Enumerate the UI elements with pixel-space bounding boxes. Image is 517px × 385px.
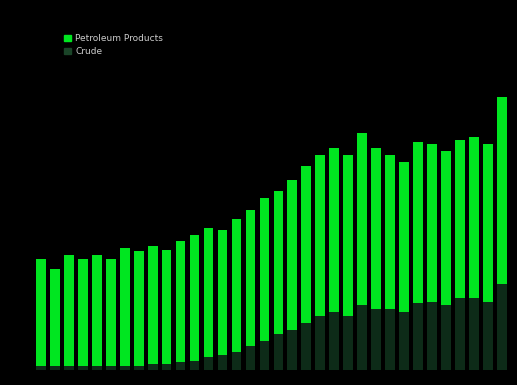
Bar xyxy=(162,364,172,370)
Bar xyxy=(455,298,465,370)
Bar xyxy=(246,210,255,346)
Bar xyxy=(329,312,339,370)
Bar xyxy=(204,228,214,357)
Bar xyxy=(148,364,158,370)
Bar xyxy=(218,230,227,355)
Bar xyxy=(106,259,116,366)
Bar xyxy=(483,144,493,301)
Bar xyxy=(232,352,241,370)
Bar xyxy=(260,198,269,341)
Bar xyxy=(385,155,395,309)
Bar xyxy=(134,366,144,370)
Bar xyxy=(232,219,241,352)
Bar xyxy=(469,137,479,298)
Bar xyxy=(301,323,311,370)
Bar xyxy=(427,144,437,301)
Bar xyxy=(329,147,339,312)
Bar xyxy=(36,366,45,370)
Bar xyxy=(78,259,87,366)
Bar xyxy=(483,301,493,370)
Bar xyxy=(357,305,367,370)
Bar xyxy=(273,334,283,370)
Bar xyxy=(427,301,437,370)
Bar xyxy=(441,151,451,305)
Bar xyxy=(64,255,73,366)
Bar xyxy=(92,366,102,370)
Bar xyxy=(315,155,325,316)
Bar xyxy=(120,248,130,366)
Bar xyxy=(204,357,214,370)
Bar xyxy=(246,346,255,370)
Bar xyxy=(441,305,451,370)
Bar xyxy=(413,142,423,303)
Bar xyxy=(190,235,200,361)
Bar xyxy=(106,366,116,370)
Bar xyxy=(301,166,311,323)
Bar xyxy=(385,309,395,370)
Bar xyxy=(371,147,381,309)
Bar xyxy=(148,246,158,364)
Bar xyxy=(497,284,507,370)
Bar xyxy=(413,303,423,370)
Bar xyxy=(50,270,59,366)
Bar xyxy=(134,251,144,366)
Bar xyxy=(371,309,381,370)
Bar xyxy=(469,298,479,370)
Bar xyxy=(315,316,325,370)
Bar xyxy=(455,141,465,298)
Bar xyxy=(162,249,172,364)
Bar xyxy=(399,162,409,312)
Bar xyxy=(343,316,353,370)
Bar xyxy=(50,366,59,370)
Legend: Petroleum Products, Crude: Petroleum Products, Crude xyxy=(65,34,163,57)
Bar xyxy=(176,362,186,370)
Bar xyxy=(64,366,73,370)
Bar xyxy=(36,259,45,366)
Bar xyxy=(287,180,297,330)
Bar xyxy=(273,191,283,334)
Bar xyxy=(218,355,227,370)
Bar xyxy=(190,361,200,370)
Bar xyxy=(92,255,102,366)
Bar xyxy=(343,155,353,316)
Bar xyxy=(120,366,130,370)
Bar xyxy=(357,133,367,305)
Bar xyxy=(399,312,409,370)
Bar xyxy=(260,341,269,370)
Bar xyxy=(497,97,507,284)
Bar xyxy=(78,366,87,370)
Bar xyxy=(287,330,297,370)
Bar xyxy=(176,241,186,362)
